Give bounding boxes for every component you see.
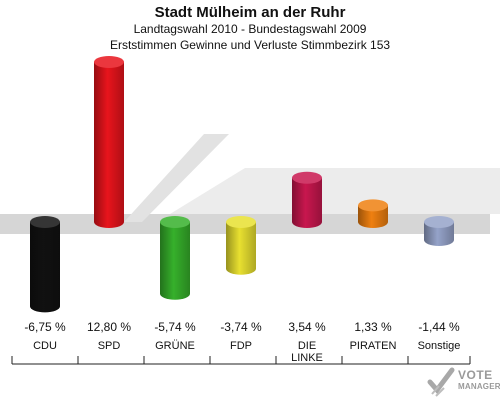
category-label: CDU [33, 340, 57, 352]
bar-fdp [226, 222, 256, 275]
category-label: LINKE [291, 352, 323, 364]
value-label: -6,75 % [24, 320, 66, 334]
value-label: 1,33 % [354, 320, 392, 334]
bar-top-cap [292, 171, 322, 184]
value-label: -5,74 % [154, 320, 196, 334]
logo-line-2: MANAGER [458, 382, 500, 391]
category-label: Sonstige [418, 340, 461, 352]
chart-title: Stadt Mülheim an der Ruhr [154, 4, 346, 21]
logo-text: VOTE MANAGER [458, 368, 500, 392]
bar-sonstige [424, 222, 454, 246]
category-label: FDP [230, 340, 252, 352]
bar-grüne [160, 222, 190, 300]
bar-top-cap [160, 216, 190, 228]
category-label: GRÜNE [155, 340, 195, 352]
category-label: SPD [98, 340, 121, 352]
chart-subtitle: Landtagswahl 2010 - Bundestagswahl 2009 [133, 22, 367, 36]
bar-spd [94, 62, 124, 228]
bar-top-cap [424, 216, 454, 228]
category-label: PIRATEN [350, 340, 397, 352]
logo-line-1: VOTE [458, 368, 493, 382]
bar-top-cap [358, 199, 388, 212]
chart-subtitle-2: Erststimmen Gewinne und Verluste Stimmbe… [109, 38, 391, 52]
bar-top-cap [30, 216, 60, 228]
checkmark-logo-icon [427, 367, 455, 397]
shadow-floor [170, 168, 500, 214]
value-label: -1,44 % [418, 320, 460, 334]
bar-cdu [30, 222, 60, 313]
bar-shadow [124, 134, 229, 222]
value-label: 3,54 % [288, 320, 326, 334]
bar-top-cap [94, 56, 124, 68]
bar-die-linke [292, 177, 322, 228]
vote-manager-logo [426, 366, 500, 398]
bar-piraten [358, 205, 388, 228]
value-label: -3,74 % [220, 320, 262, 334]
category-label: DIE [298, 340, 316, 352]
bar-top-cap [226, 216, 256, 228]
value-label: 12,80 % [87, 320, 131, 334]
